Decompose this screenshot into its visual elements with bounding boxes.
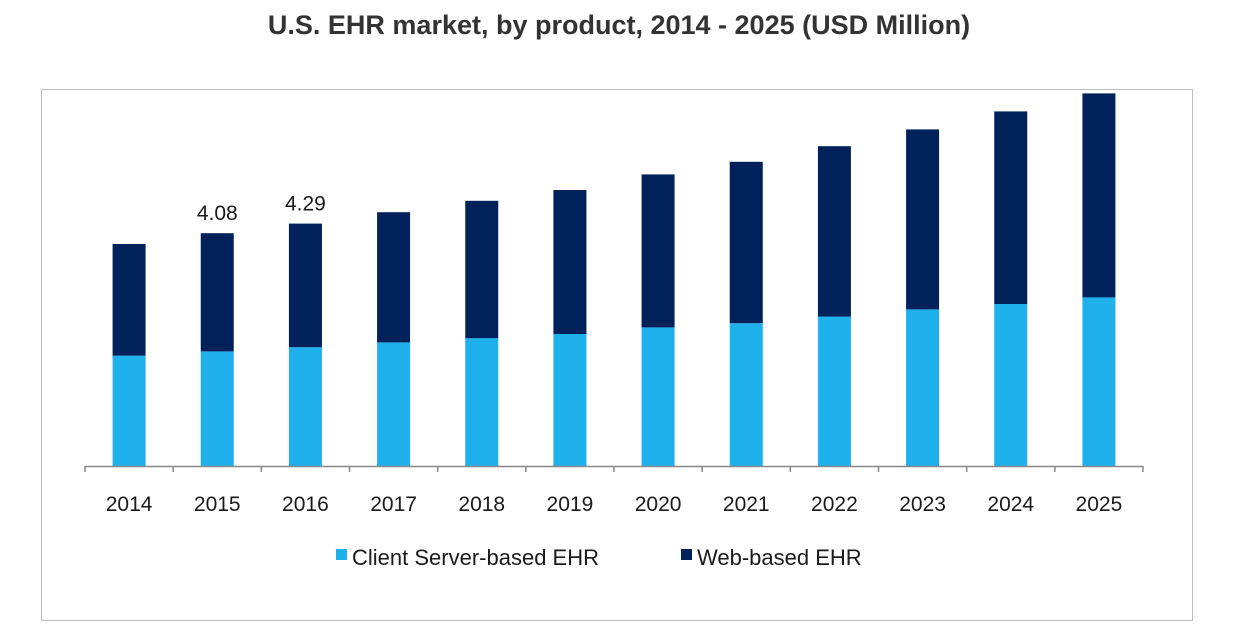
bar-web-based-2016 [288,223,322,348]
legend-swatch-client-server [336,549,347,560]
legend: Client Server-based EHR Web-based EHR [336,545,862,570]
chart-frame [41,89,1193,621]
x-tick-label-2014: 2014 [106,493,153,516]
x-tick-label-2025: 2025 [1076,493,1123,516]
x-tick-label-2019: 2019 [547,493,594,516]
bar-client-server-2024 [994,304,1028,466]
bar-web-based-2018 [465,200,499,339]
x-axis-ticks: 2014 2015 2016 2017 2018 2019 2020 2021 2022 2023… [84,466,1144,516]
bar-web-based-2024 [994,111,1028,305]
bar-client-server-2025 [1082,297,1116,466]
bar-client-server-2019 [553,334,587,466]
data-labels-group: 4.08 4.29 [197,193,326,226]
x-tick-label-2024: 2024 [987,493,1034,516]
x-tick-label-2022: 2022 [811,493,858,516]
bar-client-server-2023 [906,309,940,466]
bar-client-server-2014 [112,355,146,466]
x-tick-label-2016: 2016 [282,493,329,516]
x-tick-label-2023: 2023 [899,493,946,516]
legend-label-web-based: Web-based EHR [697,545,862,570]
x-tick-label-2020: 2020 [635,493,682,516]
bar-web-based-2014 [112,244,146,356]
bar-client-server-2022 [817,316,851,466]
bar-client-server-2016 [288,347,322,466]
chart-title: U.S. EHR market, by product, 2014 - 2025… [267,10,971,40]
bar-client-server-2017 [377,342,411,466]
bar-client-server-2015 [200,351,234,466]
bar-client-server-2020 [641,327,675,466]
data-label-2015: 4.08 [197,202,238,225]
legend-label-client-server: Client Server-based EHR [352,545,599,570]
legend-swatch-web-based [681,549,692,560]
bar-client-server-2018 [465,338,499,466]
bar-web-based-2015 [200,233,234,352]
bar-web-based-2020 [641,174,675,328]
x-tick-label-2017: 2017 [370,493,417,516]
x-tick-label-2021: 2021 [723,493,770,516]
bar-client-server-2021 [729,323,763,466]
bar-web-based-2017 [377,212,411,343]
bar-web-based-2023 [906,129,940,310]
data-label-2016: 4.29 [285,193,326,216]
bar-web-based-2022 [817,146,851,317]
bar-web-based-2019 [553,190,587,334]
x-tick-label-2015: 2015 [194,493,241,516]
bars-group [112,93,1116,466]
bar-web-based-2025 [1082,93,1116,298]
bar-web-based-2021 [729,161,763,324]
x-tick-label-2018: 2018 [458,493,505,516]
